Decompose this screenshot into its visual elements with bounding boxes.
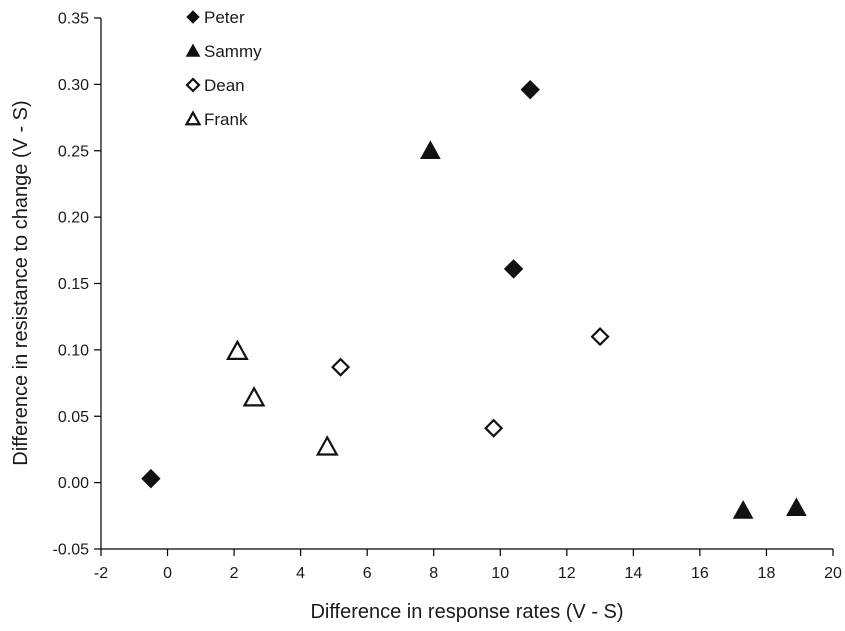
- legend: Peter Sammy Dean Frank: [184, 8, 262, 129]
- data-point-frank: [315, 435, 339, 456]
- y-tick-label: -0.05: [53, 542, 90, 559]
- x-tick-label: 18: [758, 565, 776, 582]
- x-tick-label: 6: [363, 565, 372, 582]
- x-tick-label: 14: [624, 565, 642, 582]
- data-point-peter: [141, 468, 161, 489]
- y-tick-label: 0.05: [58, 409, 89, 426]
- y-tick-label: 0.30: [58, 77, 89, 94]
- legend-label: Dean: [204, 76, 245, 95]
- legend-marker-dean: [185, 77, 201, 93]
- x-tick-label: 10: [491, 565, 509, 582]
- x-tick-label: 8: [429, 565, 438, 582]
- y-tick-label: 0.25: [58, 143, 89, 160]
- x-tick-label: 4: [296, 565, 305, 582]
- data-points: [141, 79, 807, 519]
- x-ticks: -2 0 2 4 6 8 10 12 14 16 18 20: [94, 549, 842, 582]
- data-point-dean: [590, 327, 610, 347]
- data-point-frank: [226, 339, 249, 360]
- y-tick-label: 0.15: [58, 276, 89, 293]
- y-ticks: -0.05 0.00 0.05 0.10 0.15 0.20 0.25 0.30 0.35: [53, 11, 101, 559]
- x-axis-title: Difference in response rates (V - S): [310, 601, 623, 623]
- data-point-peter: [503, 259, 524, 279]
- y-tick-label: 0.35: [58, 11, 89, 28]
- data-point-dean: [331, 357, 351, 377]
- legend-marker-sammy: [185, 43, 201, 57]
- y-tick-label: 0.00: [58, 475, 89, 492]
- legend-label: Peter: [204, 8, 245, 27]
- data-point-dean: [484, 418, 504, 438]
- x-tick-label: 20: [824, 565, 842, 582]
- x-tick-label: 0: [163, 565, 172, 582]
- data-point-peter: [520, 79, 540, 100]
- legend-marker-peter: [186, 10, 200, 24]
- x-tick-label: 2: [230, 565, 239, 582]
- data-point-sammy: [732, 500, 754, 519]
- y-tick-label: 0.20: [58, 210, 89, 227]
- axes: [100, 18, 833, 550]
- x-tick-label: -2: [94, 565, 108, 582]
- y-tick-label: 0.10: [58, 342, 89, 359]
- legend-marker-frank: [184, 110, 202, 126]
- legend-label: Frank: [204, 110, 248, 129]
- y-axis-title: Difference in resistance to change (V - …: [10, 100, 32, 465]
- x-tick-label: 16: [691, 565, 709, 582]
- legend-label: Sammy: [204, 42, 262, 61]
- data-point-frank: [242, 385, 266, 407]
- data-point-sammy: [786, 497, 807, 517]
- x-tick-label: 12: [558, 565, 576, 582]
- data-point-sammy: [420, 140, 441, 159]
